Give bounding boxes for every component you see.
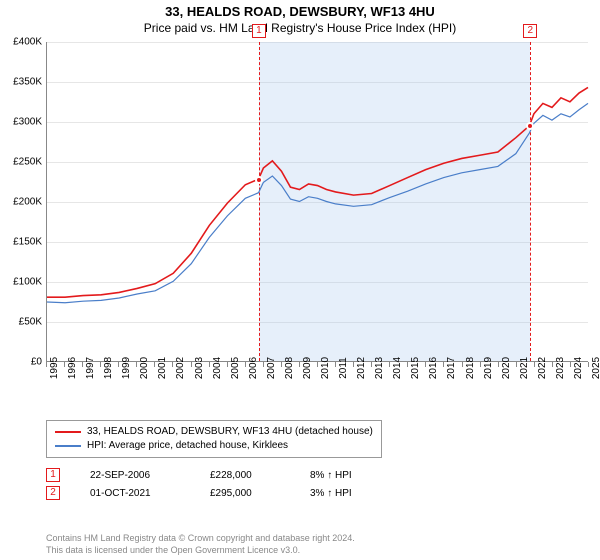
x-tick-label: 2016 (428, 357, 439, 379)
x-tick-label: 2000 (139, 357, 150, 379)
x-tick-label: 2015 (410, 357, 421, 379)
sale-dot (526, 122, 534, 130)
sale-row: 2 01-OCT-2021 £295,000 3% ↑ HPI (46, 484, 588, 502)
y-tick-label: £200K (0, 197, 42, 208)
x-tick-label: 2024 (573, 357, 584, 379)
x-tick-label: 2018 (465, 357, 476, 379)
y-tick-label: £350K (0, 77, 42, 88)
legend-swatch (55, 445, 81, 447)
x-tick-label: 2007 (266, 357, 277, 379)
x-tick-label: 2022 (537, 357, 548, 379)
legend-box: 33, HEALDS ROAD, DEWSBURY, WF13 4HU (det… (46, 420, 382, 458)
chart-area: 12 £0£50K£100K£150K£200K£250K£300K£350K£… (0, 42, 600, 412)
x-tick-label: 2019 (483, 357, 494, 379)
footer-line1: Contains HM Land Registry data © Crown c… (46, 532, 588, 544)
y-tick-label: £150K (0, 237, 42, 248)
sale-index: 1 (46, 468, 60, 482)
x-tick-label: 2017 (446, 357, 457, 379)
legend-label: 33, HEALDS ROAD, DEWSBURY, WF13 4HU (det… (87, 425, 373, 439)
sales-table: 1 22-SEP-2006 £228,000 8% ↑ HPI 2 01-OCT-2021… (46, 466, 588, 502)
legend: 33, HEALDS ROAD, DEWSBURY, WF13 4HU (det… (46, 420, 588, 458)
footer: Contains HM Land Registry data © Crown c… (46, 532, 588, 556)
x-tick-label: 1999 (121, 357, 132, 379)
x-tick-label: 1996 (67, 357, 78, 379)
x-tick-label: 2020 (501, 357, 512, 379)
x-tick-label: 2012 (356, 357, 367, 379)
x-tick-label: 2003 (194, 357, 205, 379)
x-tick-label: 2021 (519, 357, 530, 379)
sale-dot (255, 176, 263, 184)
sale-row: 1 22-SEP-2006 £228,000 8% ↑ HPI (46, 466, 588, 484)
x-tick-label: 1998 (103, 357, 114, 379)
plot-region: 12 (46, 42, 588, 362)
line-series (47, 42, 588, 361)
footer-line2: This data is licensed under the Open Gov… (46, 544, 588, 556)
x-tick-label: 1995 (49, 357, 60, 379)
sale-price: £295,000 (210, 488, 280, 499)
x-tick-label: 2011 (338, 357, 349, 379)
y-tick-label: £0 (0, 357, 42, 368)
y-tick-label: £400K (0, 37, 42, 48)
x-tick-label: 2025 (591, 357, 600, 379)
sale-marker: 1 (252, 24, 266, 38)
chart-subtitle: Price paid vs. HM Land Registry's House … (0, 19, 600, 41)
sale-marker: 2 (523, 24, 537, 38)
series-price_paid (47, 87, 588, 297)
x-tick-label: 2004 (212, 357, 223, 379)
x-tick-label: 2014 (392, 357, 403, 379)
x-tick-label: 2006 (248, 357, 259, 379)
x-tick-label: 2010 (320, 357, 331, 379)
x-tick-label: 2013 (374, 357, 385, 379)
x-tick-label: 1997 (85, 357, 96, 379)
x-tick-label: 2009 (302, 357, 313, 379)
sale-hpi: 8% ↑ HPI (310, 470, 352, 481)
legend-item: HPI: Average price, detached house, Kirk… (55, 439, 373, 453)
series-hpi (47, 103, 588, 302)
chart-title: 33, HEALDS ROAD, DEWSBURY, WF13 4HU (0, 0, 600, 19)
y-tick-label: £250K (0, 157, 42, 168)
x-tick-label: 2002 (175, 357, 186, 379)
y-tick-label: £50K (0, 317, 42, 328)
y-tick-label: £100K (0, 277, 42, 288)
sale-hpi: 3% ↑ HPI (310, 488, 352, 499)
x-tick-label: 2008 (284, 357, 295, 379)
legend-label: HPI: Average price, detached house, Kirk… (87, 439, 288, 453)
legend-item: 33, HEALDS ROAD, DEWSBURY, WF13 4HU (det… (55, 425, 373, 439)
y-tick-label: £300K (0, 117, 42, 128)
sale-date: 22-SEP-2006 (90, 470, 180, 481)
x-tick-label: 2005 (230, 357, 241, 379)
sale-price: £228,000 (210, 470, 280, 481)
sale-index: 2 (46, 486, 60, 500)
x-tick-label: 2001 (157, 357, 168, 379)
x-tick-label: 2023 (555, 357, 566, 379)
legend-swatch (55, 431, 81, 433)
sale-date: 01-OCT-2021 (90, 488, 180, 499)
